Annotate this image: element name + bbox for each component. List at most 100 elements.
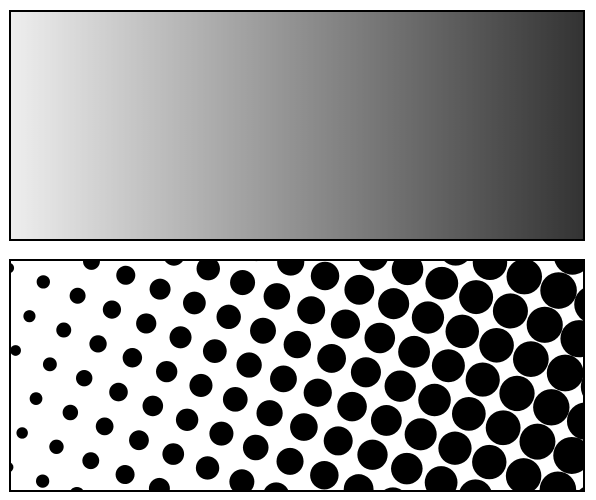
halftone-dot [472, 261, 508, 281]
halftone-dot [175, 408, 199, 431]
halftone-dot [472, 444, 507, 480]
halftone-dot [431, 349, 465, 383]
halftone-dot [230, 270, 256, 296]
halftone-dot [122, 348, 143, 368]
halftone-dot [459, 479, 492, 490]
halftone-dot [290, 413, 318, 441]
halftone-dot [270, 365, 297, 393]
halftone-dot [337, 391, 367, 422]
halftone-dot [359, 261, 388, 271]
halftone-dot [411, 301, 445, 334]
halftone-dot [384, 370, 416, 402]
halftone-dot [479, 327, 514, 363]
halftone-dot [276, 447, 304, 475]
halftone-dot [540, 272, 577, 309]
halftone-dot [283, 330, 311, 359]
halftone-dot [11, 345, 21, 356]
halftone-dot [350, 357, 381, 388]
halftone-dot [196, 261, 220, 281]
halftone-dot [165, 261, 183, 266]
halftone-dot [83, 261, 100, 270]
halftone-dot [109, 382, 128, 402]
halftone-dot [16, 427, 28, 439]
halftone-dot [418, 383, 451, 417]
halftone-dot [189, 373, 213, 398]
halftone-dot [129, 430, 149, 451]
halftone-dot [222, 386, 248, 412]
halftone-dot [256, 400, 283, 427]
halftone-dot [364, 322, 396, 354]
halftone-dot [465, 362, 500, 397]
halftone-dot [56, 322, 72, 338]
halftone-dot [580, 378, 583, 396]
halftone-dot [330, 309, 361, 339]
halftone-dot [554, 261, 583, 275]
halftone-dot [566, 402, 583, 440]
halftone-dot [69, 287, 86, 304]
halftone-dot [35, 474, 50, 488]
halftone-dot [445, 314, 479, 349]
halftone-dot [526, 306, 563, 343]
halftone-dot [370, 405, 402, 436]
halftone-dot [451, 397, 486, 431]
halftone-dot [317, 344, 346, 373]
halftone-dot [116, 265, 136, 285]
halftone-dot [512, 341, 549, 377]
halftone-dot [344, 274, 375, 305]
halftone-dot [384, 487, 402, 490]
continuous-gradient-panel [9, 10, 585, 241]
halftone-dot [277, 261, 305, 276]
halftone-dot [11, 462, 14, 472]
halftone-dot [29, 392, 43, 405]
halftone-dot [499, 375, 535, 412]
halftone-dot [492, 293, 528, 329]
halftone-dot [391, 452, 423, 485]
halftone-dot [560, 320, 583, 358]
halftone-dot [216, 304, 241, 330]
halftone-dot [148, 477, 170, 490]
halftone-dot [89, 335, 107, 353]
halftone-dot [149, 278, 171, 300]
halftone-dot [505, 458, 542, 490]
halftone-dot [169, 326, 192, 349]
halftone-dot [95, 417, 114, 436]
halftone-dot [162, 443, 185, 465]
halftone-dot [519, 423, 556, 460]
halftone-dot [136, 313, 157, 334]
halftone-dot [297, 296, 326, 325]
halftone-dot [242, 434, 269, 461]
halftone-dot [49, 439, 64, 454]
halftone-dot [438, 431, 472, 465]
halftone-dot [23, 310, 36, 323]
halftone-dot [183, 291, 206, 315]
halftone-dot [142, 395, 164, 417]
halftone-dot [424, 466, 458, 490]
halftone-dot [209, 421, 234, 446]
halftone-dot [42, 357, 57, 372]
halftone-dot [398, 335, 430, 368]
halftone-dot [425, 266, 459, 300]
halftone-dot-panel [9, 259, 585, 492]
halftone-dot [404, 418, 437, 451]
halftone-dot [546, 354, 583, 392]
halftone-dot [62, 404, 79, 421]
halftone-dot [459, 280, 494, 315]
halftone-dot [444, 261, 468, 266]
halftone-dot [264, 482, 289, 490]
halftone-dot [250, 317, 276, 344]
halftone-dot [506, 261, 543, 295]
halftone-dot [236, 352, 262, 378]
halftone-dot [310, 460, 339, 490]
halftone-dot [82, 452, 100, 470]
halftone-dot [303, 378, 332, 407]
halftone-dot [579, 487, 583, 490]
halftone-dot [357, 439, 388, 470]
halftone-dot [485, 410, 521, 446]
halftone-dot [156, 360, 178, 383]
halftone-dot [70, 487, 84, 490]
halftone-dot [391, 261, 424, 286]
halftone-dot [263, 283, 291, 310]
halftone-dot [343, 474, 374, 490]
halftone-dot [378, 288, 410, 320]
